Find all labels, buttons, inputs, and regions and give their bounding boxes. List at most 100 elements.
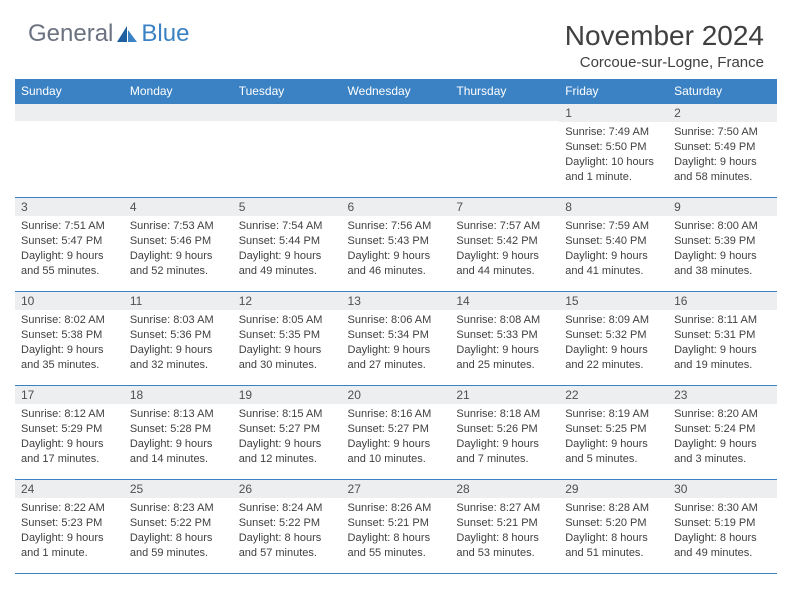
day-number [450,104,559,121]
day-number: 4 [124,198,233,216]
sunrise-text: Sunrise: 8:19 AM [565,407,662,422]
sunset-text: Sunset: 5:46 PM [130,234,227,249]
sunset-text: Sunset: 5:50 PM [565,140,662,155]
sunrise-text: Sunrise: 7:53 AM [130,219,227,234]
day-number: 28 [450,480,559,498]
sunrise-text: Sunrise: 8:08 AM [456,313,553,328]
day-number: 9 [668,198,777,216]
day-content: Sunrise: 7:57 AMSunset: 5:42 PMDaylight:… [450,216,559,282]
daylight-text: Daylight: 9 hours and 32 minutes. [130,343,227,373]
daylight-text: Daylight: 8 hours and 49 minutes. [674,531,771,561]
day-number: 19 [233,386,342,404]
daylight-text: Daylight: 8 hours and 55 minutes. [348,531,445,561]
daylight-text: Daylight: 9 hours and 49 minutes. [239,249,336,279]
calendar-body: 1Sunrise: 7:49 AMSunset: 5:50 PMDaylight… [15,104,777,574]
calendar-week-row: 24Sunrise: 8:22 AMSunset: 5:23 PMDayligh… [15,480,777,574]
daylight-text: Daylight: 9 hours and 27 minutes. [348,343,445,373]
sunset-text: Sunset: 5:34 PM [348,328,445,343]
sunset-text: Sunset: 5:44 PM [239,234,336,249]
day-content: Sunrise: 8:20 AMSunset: 5:24 PMDaylight:… [668,404,777,470]
calendar-day-cell: 26Sunrise: 8:24 AMSunset: 5:22 PMDayligh… [233,480,342,574]
daylight-text: Daylight: 10 hours and 1 minute. [565,155,662,185]
sunrise-text: Sunrise: 8:00 AM [674,219,771,234]
weekday-header: Thursday [450,79,559,104]
sunset-text: Sunset: 5:25 PM [565,422,662,437]
calendar-header-row: Sunday Monday Tuesday Wednesday Thursday… [15,79,777,104]
daylight-text: Daylight: 9 hours and 25 minutes. [456,343,553,373]
day-number [342,104,451,121]
day-content: Sunrise: 8:16 AMSunset: 5:27 PMDaylight:… [342,404,451,470]
calendar-day-cell: 18Sunrise: 8:13 AMSunset: 5:28 PMDayligh… [124,386,233,480]
calendar-day-cell: 12Sunrise: 8:05 AMSunset: 5:35 PMDayligh… [233,292,342,386]
sunset-text: Sunset: 5:38 PM [21,328,118,343]
sunrise-text: Sunrise: 8:22 AM [21,501,118,516]
sunrise-text: Sunrise: 8:05 AM [239,313,336,328]
weekday-header: Monday [124,79,233,104]
day-content: Sunrise: 8:26 AMSunset: 5:21 PMDaylight:… [342,498,451,564]
day-number: 24 [15,480,124,498]
sunrise-text: Sunrise: 8:28 AM [565,501,662,516]
sunset-text: Sunset: 5:24 PM [674,422,771,437]
sunrise-text: Sunrise: 8:24 AM [239,501,336,516]
sunset-text: Sunset: 5:31 PM [674,328,771,343]
sunrise-text: Sunrise: 8:06 AM [348,313,445,328]
sunrise-text: Sunrise: 7:59 AM [565,219,662,234]
day-number: 17 [15,386,124,404]
calendar-day-cell [342,104,451,198]
calendar-day-cell: 6Sunrise: 7:56 AMSunset: 5:43 PMDaylight… [342,198,451,292]
sunrise-text: Sunrise: 8:09 AM [565,313,662,328]
day-content: Sunrise: 7:59 AMSunset: 5:40 PMDaylight:… [559,216,668,282]
day-content: Sunrise: 8:19 AMSunset: 5:25 PMDaylight:… [559,404,668,470]
sunset-text: Sunset: 5:21 PM [348,516,445,531]
sunset-text: Sunset: 5:20 PM [565,516,662,531]
sunrise-text: Sunrise: 7:49 AM [565,125,662,140]
calendar-day-cell [15,104,124,198]
day-number [124,104,233,121]
header: General Blue November 2024 Corcoue-sur-L… [0,0,792,79]
sunset-text: Sunset: 5:29 PM [21,422,118,437]
sunset-text: Sunset: 5:36 PM [130,328,227,343]
sunrise-text: Sunrise: 8:16 AM [348,407,445,422]
month-title: November 2024 [565,20,764,52]
calendar-week-row: 17Sunrise: 8:12 AMSunset: 5:29 PMDayligh… [15,386,777,480]
sunrise-text: Sunrise: 8:11 AM [674,313,771,328]
day-number: 26 [233,480,342,498]
calendar-day-cell: 2Sunrise: 7:50 AMSunset: 5:49 PMDaylight… [668,104,777,198]
sunset-text: Sunset: 5:43 PM [348,234,445,249]
calendar-day-cell: 1Sunrise: 7:49 AMSunset: 5:50 PMDaylight… [559,104,668,198]
daylight-text: Daylight: 9 hours and 17 minutes. [21,437,118,467]
day-number: 5 [233,198,342,216]
calendar-day-cell: 14Sunrise: 8:08 AMSunset: 5:33 PMDayligh… [450,292,559,386]
daylight-text: Daylight: 8 hours and 59 minutes. [130,531,227,561]
sunrise-text: Sunrise: 8:02 AM [21,313,118,328]
daylight-text: Daylight: 9 hours and 7 minutes. [456,437,553,467]
day-content: Sunrise: 8:09 AMSunset: 5:32 PMDaylight:… [559,310,668,376]
day-content: Sunrise: 7:49 AMSunset: 5:50 PMDaylight:… [559,122,668,188]
day-number: 20 [342,386,451,404]
daylight-text: Daylight: 9 hours and 10 minutes. [348,437,445,467]
calendar-day-cell: 20Sunrise: 8:16 AMSunset: 5:27 PMDayligh… [342,386,451,480]
calendar-day-cell: 4Sunrise: 7:53 AMSunset: 5:46 PMDaylight… [124,198,233,292]
day-content: Sunrise: 8:00 AMSunset: 5:39 PMDaylight:… [668,216,777,282]
calendar-day-cell [233,104,342,198]
day-number: 2 [668,104,777,122]
day-content: Sunrise: 7:50 AMSunset: 5:49 PMDaylight:… [668,122,777,188]
sunset-text: Sunset: 5:33 PM [456,328,553,343]
calendar-day-cell: 5Sunrise: 7:54 AMSunset: 5:44 PMDaylight… [233,198,342,292]
calendar-week-row: 1Sunrise: 7:49 AMSunset: 5:50 PMDaylight… [15,104,777,198]
day-content: Sunrise: 8:27 AMSunset: 5:21 PMDaylight:… [450,498,559,564]
calendar-week-row: 10Sunrise: 8:02 AMSunset: 5:38 PMDayligh… [15,292,777,386]
day-content: Sunrise: 8:15 AMSunset: 5:27 PMDaylight:… [233,404,342,470]
logo-text-blue: Blue [141,20,189,48]
sunset-text: Sunset: 5:22 PM [239,516,336,531]
calendar-day-cell: 9Sunrise: 8:00 AMSunset: 5:39 PMDaylight… [668,198,777,292]
day-number [15,104,124,121]
day-content: Sunrise: 8:02 AMSunset: 5:38 PMDaylight:… [15,310,124,376]
daylight-text: Daylight: 9 hours and 55 minutes. [21,249,118,279]
sunset-text: Sunset: 5:35 PM [239,328,336,343]
calendar-day-cell: 15Sunrise: 8:09 AMSunset: 5:32 PMDayligh… [559,292,668,386]
calendar-day-cell: 29Sunrise: 8:28 AMSunset: 5:20 PMDayligh… [559,480,668,574]
calendar-day-cell: 3Sunrise: 7:51 AMSunset: 5:47 PMDaylight… [15,198,124,292]
day-number: 23 [668,386,777,404]
sunset-text: Sunset: 5:39 PM [674,234,771,249]
